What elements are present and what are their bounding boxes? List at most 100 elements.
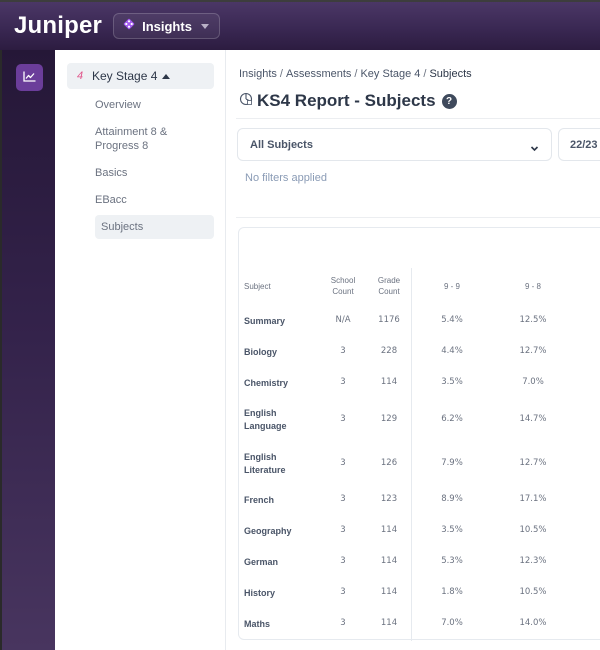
- nav-item-subjects[interactable]: Subjects: [95, 215, 214, 239]
- app-rail: [0, 50, 55, 650]
- subject-select[interactable]: All Subjects: [237, 128, 552, 161]
- cell-grade-9-8: 12.7%: [519, 346, 547, 356]
- help-icon[interactable]: ?: [441, 93, 457, 109]
- cell-school-count: 3: [340, 377, 346, 387]
- key-stage-number-icon: 4: [77, 70, 84, 82]
- column-header-grade-9-9[interactable]: 9 - 9: [443, 282, 460, 291]
- cell-school-count: 3: [340, 556, 346, 566]
- year-select-value: 22/23: [570, 138, 598, 151]
- cell-grade-count: 123: [380, 494, 398, 504]
- cell-grade-count: 114: [380, 618, 398, 628]
- cell-grade-9-8: 14.0%: [519, 618, 547, 628]
- divider: [236, 118, 600, 119]
- breadcrumb-key-stage-4[interactable]: Key Stage 4: [360, 68, 421, 80]
- filters-status: No filters applied: [245, 172, 327, 184]
- column-header-grade-9-8[interactable]: 9 - 8: [524, 282, 541, 291]
- subject-line: English: [244, 452, 277, 462]
- cell-grade-9-9: 7.9%: [441, 458, 463, 468]
- cell-school-count: 3: [340, 618, 346, 628]
- breadcrumb-separator: /: [279, 68, 283, 80]
- breadcrumb-separator: /: [423, 68, 427, 80]
- cell-grade-9-8: 12.3%: [519, 556, 547, 566]
- subject-line: English: [244, 408, 277, 418]
- nav-key-stage-4[interactable]: 4 Key Stage 4: [67, 63, 214, 89]
- breadcrumb-insights[interactable]: Insights: [239, 68, 277, 80]
- cell-school-count: 3: [340, 494, 346, 504]
- cell-grade-9-9: 8.9%: [441, 494, 463, 504]
- divider: [236, 217, 600, 218]
- brand-logo[interactable]: Juniper: [14, 12, 103, 39]
- subject-select-value: All Subjects: [250, 138, 313, 151]
- cell-subject: German: [244, 557, 279, 567]
- nav-item-overview[interactable]: Overview: [95, 99, 141, 111]
- cell-grade-count: 114: [380, 377, 398, 387]
- cell-grade-9-8: 12.5%: [519, 315, 547, 325]
- cell-grade-9-8: 10.5%: [519, 587, 547, 597]
- cell-subject: English Language: [244, 407, 287, 433]
- cell-school-count: 3: [340, 346, 346, 356]
- nav-parent-label: Key Stage 4: [92, 69, 158, 83]
- breadcrumb: Insights / Assessments / Key Stage 4/Subject…: [239, 68, 472, 80]
- cell-grade-9-8: 17.1%: [519, 494, 547, 504]
- cell-school-count: 3: [340, 458, 346, 468]
- cell-grade-9-9: 1.8%: [441, 587, 463, 597]
- cell-subject: French: [244, 495, 275, 505]
- header-line: School: [330, 276, 356, 285]
- cell-grade-9-9: 4.4%: [441, 346, 463, 356]
- cell-grade-count: 114: [380, 556, 398, 566]
- page-title-row: KS4 Report - Subjects ?: [239, 91, 457, 111]
- cell-grade-9-9: 6.2%: [441, 414, 463, 424]
- breadcrumb-assessments[interactable]: Assessments: [285, 68, 352, 80]
- cell-grade-count: 129: [380, 414, 398, 424]
- column-divider: [411, 268, 412, 641]
- cell-grade-9-9: 5.3%: [441, 556, 463, 566]
- cell-grade-9-8: 7.0%: [522, 377, 544, 387]
- cell-grade-9-9: 7.0%: [441, 618, 463, 628]
- cell-subject: Geography: [244, 526, 292, 536]
- cell-subject: English Literature: [244, 451, 286, 477]
- cell-subject: Maths: [244, 619, 271, 629]
- section-nav: 4 Key Stage 4 Overview Attainment 8 & Pr…: [55, 50, 226, 650]
- nav-item-attainment-progress-8[interactable]: Attainment 8 & Progress 8: [95, 125, 167, 153]
- year-select[interactable]: 22/23: [558, 128, 600, 161]
- cell-subject: Summary: [244, 316, 286, 326]
- cell-grade-count: 114: [380, 525, 398, 535]
- cell-grade-9-8: 10.5%: [519, 525, 547, 535]
- nav-item-ebacc[interactable]: EBacc: [95, 194, 127, 206]
- product-switcher[interactable]: Insights: [113, 13, 220, 39]
- caret-down-icon: [200, 23, 209, 29]
- cell-grade-9-8: 12.7%: [519, 458, 547, 468]
- nav-item-basics[interactable]: Basics: [95, 167, 128, 179]
- cell-school-count: 3: [340, 414, 346, 424]
- cell-school-count: N/A: [335, 315, 351, 325]
- column-header-grade-count[interactable]: Grade Count: [367, 275, 411, 297]
- subject-line: Literature: [244, 465, 286, 475]
- subjects-table: Subject School Count Grade Count 9 - 9 9…: [238, 227, 600, 641]
- cell-subject: Biology: [244, 347, 277, 357]
- rail-insights-button[interactable]: [16, 64, 43, 91]
- column-header-school-count[interactable]: School Count: [321, 275, 365, 297]
- cell-subject: Chemistry: [244, 378, 289, 388]
- cell-grade-count: 1176: [378, 315, 400, 325]
- cell-grade-9-9: 5.4%: [441, 315, 463, 325]
- cell-grade-9-8: 14.7%: [519, 414, 547, 424]
- column-header-subject[interactable]: Subject: [244, 282, 271, 291]
- cell-grade-count: 114: [380, 587, 398, 597]
- cell-grade-9-9: 3.5%: [441, 525, 463, 535]
- main-content: Insights / Assessments / Key Stage 4/Subject…: [227, 50, 600, 650]
- diamond-dots-icon: [123, 17, 135, 35]
- top-header: Juniper Insights: [0, 0, 600, 50]
- cell-school-count: 3: [340, 525, 346, 535]
- page-title: KS4 Report - Subjects: [257, 91, 436, 110]
- breadcrumb-current: Subjects: [429, 68, 472, 80]
- cell-subject: History: [244, 588, 276, 598]
- chevron-down-icon: [530, 140, 539, 158]
- breadcrumb-separator: /: [354, 68, 358, 80]
- nav-item-label-line2: Progress 8: [95, 140, 149, 152]
- header-line: Count: [378, 287, 400, 296]
- cell-grade-count: 228: [380, 346, 398, 356]
- cell-grade-count: 126: [380, 458, 398, 468]
- cell-grade-9-9: 3.5%: [441, 377, 463, 387]
- subject-line: Language: [244, 421, 287, 431]
